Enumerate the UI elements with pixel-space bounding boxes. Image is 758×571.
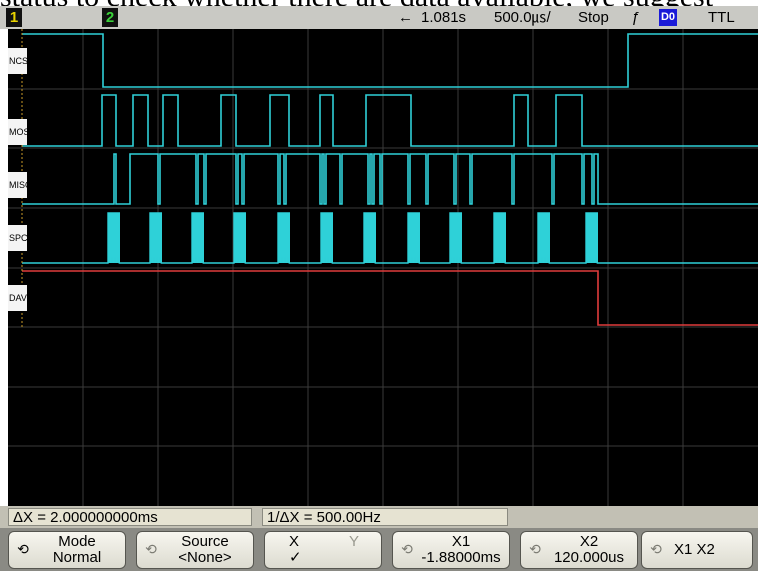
timebase-readout: 500.0㎲/: [494, 9, 551, 26]
signal-label-ncs: NCS: [8, 48, 27, 74]
spck-clock-burst: [150, 213, 162, 263]
rotate-knob-icon: ⟲: [401, 541, 413, 557]
x2-softkey[interactable]: ⟲ X2 120.000us: [520, 531, 638, 569]
trigger-source-badge: D0: [659, 9, 677, 26]
spck-clock-burst: [408, 213, 420, 263]
cropped-document-text: status to check whether there are data a…: [0, 0, 758, 12]
inverse-delta-x-readout: 1/ΔX = 500.00Hz: [262, 508, 508, 526]
rotate-knob-icon: ⟲: [529, 541, 541, 557]
rotate-knob-icon: ⟲: [145, 541, 157, 557]
rotate-knob-icon: ⟲: [650, 541, 662, 557]
mosi-trace: [22, 94, 758, 147]
spck-clock-burst: [108, 213, 120, 263]
trigger-slope-icon: ƒ: [631, 9, 640, 26]
spck-clock-burst: [234, 213, 246, 263]
signal-label-mosi: MOSI: [8, 119, 27, 145]
spck-clock-burst: [278, 213, 290, 263]
x1-softkey[interactable]: ⟲ X1 -1.88000ms: [392, 531, 510, 569]
time-reference-readout: 1.081s: [421, 9, 467, 26]
softkey-title: X: [289, 533, 300, 550]
channel-2-indicator[interactable]: 2: [102, 8, 118, 27]
signal-label-miso: MISO: [8, 172, 27, 198]
waveform-display[interactable]: NCS MOSI MISO SPCK DAV: [8, 29, 758, 506]
measurement-bar: ΔX = 2.000000000ms 1/ΔX = 500.00Hz: [0, 506, 758, 528]
spck-clock-burst: [364, 213, 376, 263]
softkey-title: Mode: [58, 533, 96, 550]
source-softkey[interactable]: ⟲ Source <None>: [136, 531, 254, 569]
signal-label-spck: SPCK: [8, 225, 27, 251]
logic-level-readout: TTL: [708, 9, 735, 26]
miso-trace: [22, 153, 758, 205]
channel-1-indicator[interactable]: 1: [6, 8, 22, 27]
waveform-svg: [8, 29, 758, 506]
time-reference-arrow-icon: ←: [398, 9, 413, 26]
x1-x2-softkey[interactable]: ⟲ X1 X2: [641, 531, 753, 569]
signal-traces: [21, 29, 758, 329]
softkey-title: X2: [579, 533, 599, 550]
spck-clock-burst: [192, 213, 204, 263]
delta-x-readout: ΔX = 2.000000000ms: [8, 508, 252, 526]
softkey-title: Source: [181, 533, 229, 550]
softkey-title: X1: [451, 533, 471, 550]
status-bar: 1 2 ← 1.081s 500.0㎲/ Stop ƒ D0 TTL: [0, 6, 758, 29]
softkey-bar: ⟲ Mode Normal ⟲ Source <None> X Y ✓ ⟲ X1…: [0, 528, 758, 571]
dav-trace: [22, 270, 758, 326]
graticule: [8, 29, 758, 506]
softkey-title: X1 X2: [674, 541, 715, 558]
spck-clock-burst: [321, 213, 333, 263]
run-state: Stop: [578, 9, 609, 26]
mode-softkey[interactable]: ⟲ Mode Normal: [8, 531, 126, 569]
rotate-knob-icon: ⟲: [17, 541, 29, 557]
softkey-title-alt: Y: [349, 533, 360, 550]
softkey-value: Normal: [52, 549, 102, 566]
spck-clock-burst: [586, 213, 598, 263]
checkmark-icon: ✓: [289, 549, 302, 566]
spck-clock-burst: [450, 213, 462, 263]
cursor-xy-softkey[interactable]: X Y ✓: [264, 531, 382, 569]
softkey-value: <None>: [178, 549, 232, 566]
ncs-trace: [22, 33, 758, 88]
softkey-value: 120.000us: [553, 549, 625, 566]
spck-clock-burst: [494, 213, 506, 263]
signal-label-dav: DAV: [8, 285, 27, 311]
spck-clock-burst: [538, 213, 550, 263]
spck-trace: [22, 212, 758, 264]
softkey-value: -1.88000ms: [421, 549, 501, 566]
